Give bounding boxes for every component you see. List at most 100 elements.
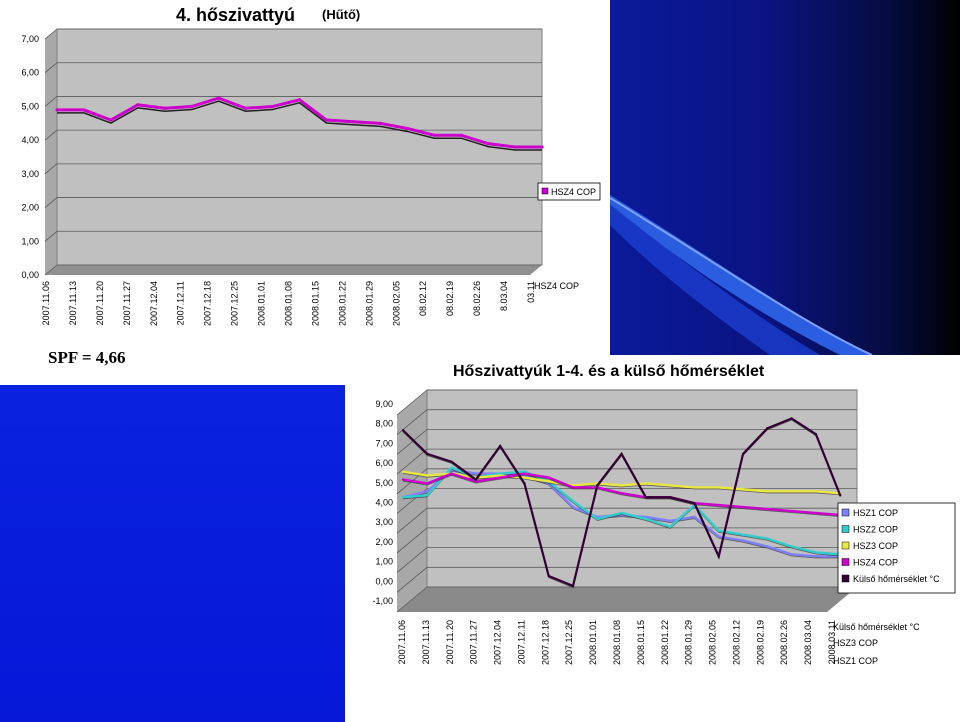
data-point — [136, 103, 140, 107]
x-tick-label: 2007.12.04 — [493, 620, 503, 665]
y-tick-label: 6,00 — [375, 458, 393, 468]
data-point — [55, 108, 59, 112]
data-point — [523, 472, 526, 475]
chart-legend: HSZ1 COP HSZ2 COP HSZ3 COP HSZ4 COP Külső hő… — [837, 502, 956, 594]
data-point — [190, 104, 194, 109]
y-tick-label: -1,00 — [372, 596, 393, 606]
x-tick-label: 2007.11.27 — [469, 620, 479, 664]
y-tick-label: 5,00 — [375, 478, 393, 488]
x-tick-label: 08.02.19 — [445, 281, 455, 316]
chart-side-wall — [45, 29, 57, 275]
data-point — [401, 470, 405, 473]
data-point — [401, 429, 405, 432]
legend-swatch — [841, 525, 850, 533]
legend-box — [537, 182, 601, 201]
series-line-shadow — [402, 474, 841, 517]
data-point — [405, 126, 409, 131]
x-tick-label: 2007.11.06 — [397, 620, 407, 664]
data-point — [596, 484, 599, 487]
data-point — [644, 482, 648, 485]
data-point — [839, 494, 842, 497]
y-tick-label: 0,00 — [375, 576, 393, 586]
data-point — [450, 460, 453, 463]
y-tick-label: 6,00 — [21, 68, 39, 78]
x-tick-label: 2007.11.13 — [421, 620, 431, 664]
data-point — [401, 478, 405, 481]
data-point — [498, 444, 502, 448]
data-point — [790, 509, 793, 513]
decorative-blue-panel-bottom-left — [0, 385, 345, 722]
data-point — [351, 120, 355, 124]
x-tick-label: 2008.02.05 — [708, 620, 718, 665]
y-tick-label: 5,00 — [21, 101, 39, 111]
legend-label: Külső hőmérséklet °C — [853, 574, 940, 584]
y-tick-label: 4,00 — [375, 498, 393, 508]
data-point — [814, 511, 818, 515]
y-tick-label: 2,00 — [21, 203, 39, 213]
data-point — [498, 476, 502, 479]
data-point — [540, 145, 544, 149]
data-point — [790, 490, 793, 493]
data-point — [498, 472, 502, 475]
x-tick-label: 2008.01.01 — [588, 620, 598, 665]
x-tick-label: 2008.01.15 — [636, 620, 646, 665]
data-point — [486, 142, 490, 146]
legend-label: HSZ3 COP — [853, 541, 898, 551]
data-point — [450, 472, 453, 475]
gridline-side — [396, 429, 428, 455]
x-tick-label: 2007.12.11 — [176, 281, 186, 325]
gridline-side — [44, 129, 58, 141]
x-tick-label: 2007.11.06 — [41, 281, 51, 325]
data-point — [270, 104, 275, 109]
x-tick-label: 2007.11.20 — [95, 281, 105, 325]
y-tick-label: 1,00 — [375, 557, 393, 567]
series-line-hsz4-shadow — [57, 100, 542, 151]
chart-back-wall — [56, 28, 543, 266]
data-point — [432, 133, 436, 137]
gridline-side — [44, 62, 58, 74]
data-point — [498, 474, 502, 477]
y-tick-label: 1,00 — [21, 236, 39, 246]
depth-axis-label: Külső hőmérséklet °C — [833, 622, 920, 632]
x-tick-label: 2007.12.04 — [149, 281, 159, 326]
data-point — [717, 529, 720, 532]
chart-floor — [397, 587, 857, 612]
data-point — [766, 507, 769, 511]
data-point — [717, 555, 720, 558]
gridline-side — [44, 163, 58, 175]
gridline-side — [396, 547, 428, 573]
gridline-side — [396, 448, 428, 475]
x-tick-label: 2008.02.05 — [391, 281, 401, 326]
x-tick-label: 03.11 — [526, 281, 536, 303]
data-point — [297, 98, 302, 102]
data-point — [766, 545, 769, 548]
data-point — [741, 533, 745, 536]
data-point — [596, 517, 599, 521]
x-tick-label: 2007.12.25 — [564, 620, 574, 665]
data-point — [426, 490, 429, 493]
x-tick-label: 2008.02.26 — [779, 620, 789, 665]
gridline-side — [44, 28, 58, 40]
data-point — [571, 486, 575, 489]
chart-title: Hőszivattyúk 1-4. és a külső hőmérséklet — [453, 363, 765, 380]
chart-hsz-1-4-and-outdoor-temp: Hőszivattyúk 1-4. és a külső hőmérséklet… — [372, 363, 956, 666]
y-tick-label: 7,00 — [21, 34, 39, 44]
x-tick-label: 2008.01.08 — [612, 620, 622, 665]
legend-swatch — [841, 574, 850, 583]
chart-legend: HSZ4 COP — [537, 182, 601, 201]
x-tick-label: 2007.12.18 — [540, 620, 550, 665]
data-point — [426, 474, 429, 477]
chart-floor — [45, 265, 542, 275]
data-point — [459, 133, 463, 137]
data-point — [523, 476, 526, 479]
data-point — [523, 470, 526, 473]
data-point — [741, 539, 745, 542]
legend-label: HSZ2 COP — [853, 525, 898, 535]
data-point — [426, 452, 429, 456]
data-point — [693, 486, 696, 489]
data-point — [814, 551, 818, 554]
x-tick-label: 2008.02.12 — [731, 620, 741, 665]
data-point — [668, 484, 672, 487]
y-tick-label: 0,00 — [21, 270, 39, 280]
x-tick-label: 08.02.12 — [418, 281, 428, 316]
